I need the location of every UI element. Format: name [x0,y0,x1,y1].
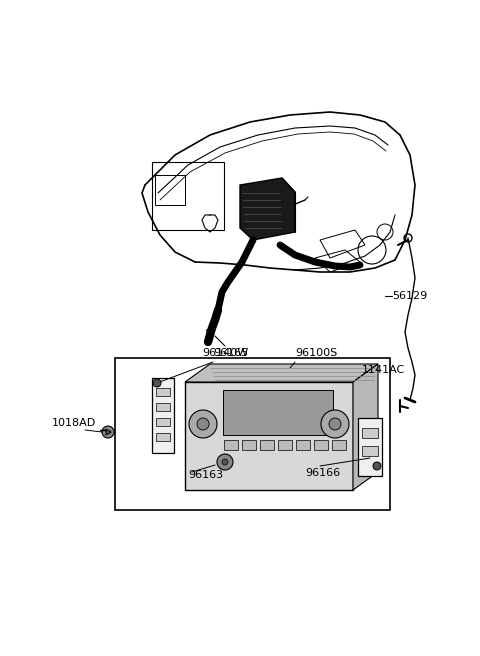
Bar [362,428,378,438]
Text: 56129: 56129 [392,291,427,301]
Circle shape [321,410,349,438]
Text: 1018AD: 1018AD [52,418,96,428]
Bar [278,440,292,450]
Bar [223,390,333,435]
Bar [152,162,224,230]
Polygon shape [353,364,378,490]
Circle shape [102,426,114,438]
Bar [296,440,310,450]
Bar [314,440,328,450]
Bar [152,378,174,453]
Bar [332,440,346,450]
Text: 96165: 96165 [213,348,248,358]
Bar [115,358,390,510]
Bar [155,175,185,205]
Bar [185,382,353,490]
Circle shape [217,454,233,470]
Circle shape [222,459,228,465]
Polygon shape [240,178,295,240]
Polygon shape [185,364,378,382]
Bar [156,403,170,411]
Text: 1141AC: 1141AC [362,365,405,375]
Text: 96166: 96166 [305,468,340,478]
Text: 96100S: 96100S [295,348,337,358]
Bar [224,440,238,450]
Bar [260,440,274,450]
Bar [358,418,382,476]
Circle shape [106,430,110,434]
Circle shape [189,410,217,438]
Bar [156,388,170,396]
Circle shape [197,418,209,430]
Text: 96163: 96163 [188,470,223,480]
Bar [242,440,256,450]
Circle shape [329,418,341,430]
Bar [156,418,170,426]
Bar [156,433,170,441]
Circle shape [153,379,161,387]
Text: 96140W: 96140W [202,348,248,358]
Bar [362,446,378,456]
Circle shape [373,462,381,470]
